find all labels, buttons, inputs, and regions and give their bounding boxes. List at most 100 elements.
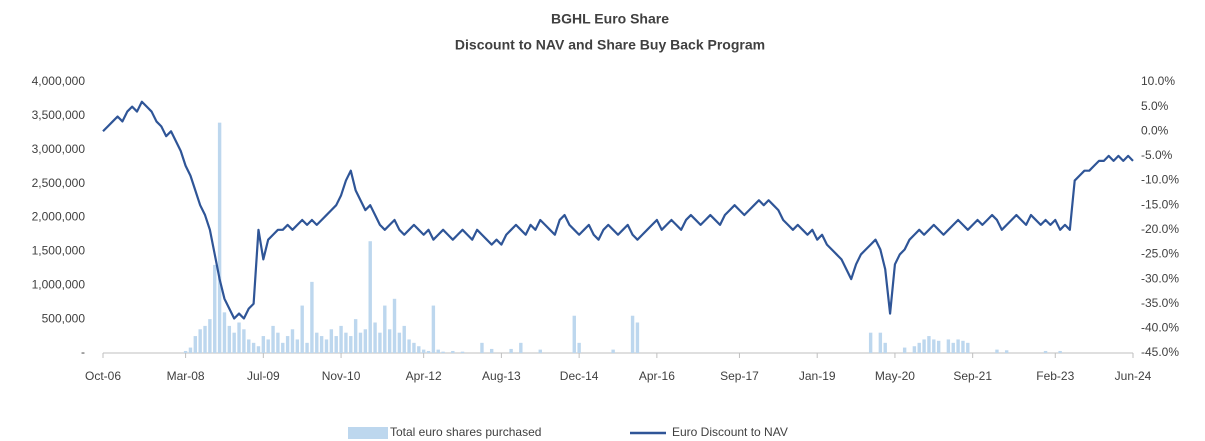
x-tick-label: Nov-10 [322,369,361,383]
bar [227,325,232,353]
bar [232,332,236,353]
y-tick-label: 3,000,000 [32,142,86,156]
chart-title: BGHL Euro Share [551,11,669,27]
bar [480,342,484,353]
bar [577,342,581,353]
bar [208,319,212,353]
bar [902,347,907,353]
bar [256,346,261,353]
bar [305,342,309,353]
bar [956,339,960,353]
legend-label: Euro Discount to NAV [672,425,788,439]
bar [261,336,266,353]
x-tick-label: Sep-17 [720,369,759,383]
bar [373,322,377,353]
bar [324,339,329,353]
bar [402,325,406,353]
bar [363,329,368,353]
bar [329,329,334,353]
bar [378,332,382,353]
bar [217,122,222,354]
bar [509,348,513,353]
bar [353,319,358,353]
x-tick-label: Dec-14 [560,369,599,383]
y-tick-label: 4,000,000 [32,74,86,88]
line [102,100,1134,320]
x-tick-label: May-20 [875,369,915,383]
bar [188,347,193,353]
bar [247,339,251,353]
bar [397,332,402,353]
bar [290,329,295,353]
y2-tick-label: -25.0% [1141,247,1179,261]
y-tick-label: 500,000 [42,311,86,325]
y-tick-label: 2,500,000 [32,176,86,190]
bar [368,241,372,353]
legend-label: Total euro shares purchased [390,425,541,439]
bar [883,342,887,353]
bar [451,350,455,353]
bar [1043,350,1048,353]
x-tick-label: Mar-08 [167,369,205,383]
bar [489,348,494,353]
y2-tick-label: -35.0% [1141,296,1179,310]
y2-tick-label: 0.0% [1141,123,1169,137]
bar [198,329,202,353]
bar [1058,350,1062,353]
bar [441,351,445,353]
bar [966,342,970,353]
bar [183,350,188,353]
bar [961,340,965,353]
bar [519,342,523,353]
bar [421,349,426,353]
bar [922,339,926,353]
x-tick-label: Apr-16 [639,369,675,383]
bar [936,340,941,353]
bar [431,305,436,353]
bar [927,336,931,353]
bar [412,342,416,353]
bar [237,322,241,353]
bar [946,339,951,353]
bar [635,322,640,353]
bar [383,305,387,353]
bar [538,349,542,353]
bar [271,325,275,353]
bar [460,351,465,353]
legend-swatch [348,427,388,439]
x-tick-label: Jun-24 [1115,369,1152,383]
bar [868,332,873,353]
bar [917,342,921,353]
bar [251,342,256,353]
bar [295,339,300,353]
bar [878,332,883,353]
y2-tick-label: -45.0% [1141,345,1179,359]
y2-tick-label: -40.0% [1141,321,1179,335]
y-tick-label: 2,000,000 [32,210,86,224]
bar [339,325,343,353]
bar [285,336,290,353]
bar [436,349,440,353]
x-tick-label: Jan-19 [799,369,836,383]
x-tick-label: Sep-21 [953,369,992,383]
bar [912,346,917,353]
x-tick-label: Jul-09 [247,369,280,383]
bar [319,336,324,353]
bar [951,342,955,353]
bar [611,349,615,353]
x-tick-label: Apr-12 [406,369,442,383]
bar [334,336,338,353]
bar [344,332,348,353]
x-tick-label: Oct-06 [85,369,121,383]
bar [266,339,270,353]
chart-subtitle: Discount to NAV and Share Buy Back Progr… [455,37,765,53]
bar [572,315,576,353]
bar [387,329,392,353]
bar [349,336,353,353]
y-tick-label: 1,500,000 [32,244,86,258]
y2-tick-label: -30.0% [1141,271,1179,285]
bar [281,342,285,353]
bar [1004,350,1009,353]
y-tick-label: 1,000,000 [32,277,86,291]
